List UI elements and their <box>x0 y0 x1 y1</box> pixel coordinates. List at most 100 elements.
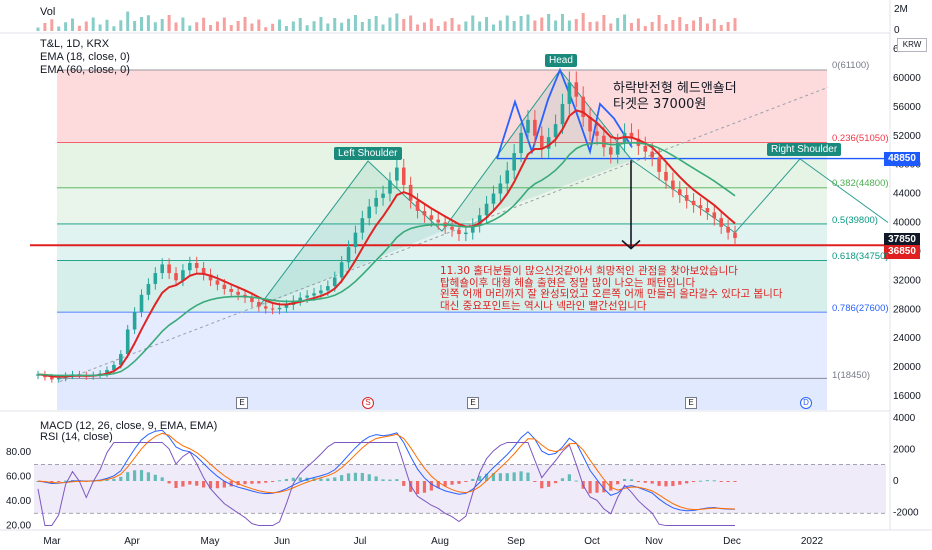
candle <box>215 274 220 291</box>
candle <box>719 210 723 234</box>
macd-histogram-bar <box>64 480 68 482</box>
candle-body <box>270 308 275 310</box>
macd-histogram-bar <box>395 479 399 481</box>
earnings-marker[interactable]: E <box>685 397 697 409</box>
volume-bar <box>457 24 461 31</box>
macd-histogram-bar <box>553 481 558 484</box>
candle-body <box>132 312 137 330</box>
volume-bar <box>153 22 157 31</box>
volume-bar <box>485 17 489 31</box>
candle <box>602 126 606 157</box>
candle-body <box>401 167 406 185</box>
fib-zone <box>57 142 827 188</box>
macd-histogram-bar <box>547 481 551 487</box>
head-wave <box>496 67 633 160</box>
candle <box>381 185 385 206</box>
macd-axis-tick: 2000 <box>893 445 916 456</box>
candle <box>664 163 668 189</box>
volume-bar <box>581 13 585 31</box>
x-axis-label: Oct <box>584 536 600 547</box>
macd-histogram-bar <box>381 479 385 481</box>
volume-bar <box>333 18 337 31</box>
volume-bar <box>160 19 164 31</box>
candle <box>553 114 558 147</box>
x-axis-label: 2022 <box>801 536 824 547</box>
candle <box>160 258 165 280</box>
candle <box>250 292 254 308</box>
right-shoulder-badge: Right Shoulder <box>767 143 842 156</box>
head-shoulders-outline <box>257 69 889 309</box>
candle-body <box>726 226 730 233</box>
candle-body <box>581 96 585 117</box>
macd-histogram-bar <box>133 470 137 481</box>
ema18-legend[interactable]: EMA (18, close, 0) <box>40 51 130 63</box>
annotation-body-line: 왼쪽 어깨 머리까지 잘 완성되었고 오른쪽 어깨 만들러 올라갈수 있다고 봅… <box>440 288 783 300</box>
macd-histogram-bar <box>567 474 571 481</box>
candle-body <box>553 124 558 138</box>
macd-histogram-bar <box>498 473 502 481</box>
symbol-legend[interactable]: T&L, 1D, KRX <box>40 38 110 50</box>
candle-body <box>684 195 689 201</box>
volume-bar <box>174 22 178 31</box>
earnings-marker[interactable]: E <box>236 397 248 409</box>
volume-axis-top: 2M <box>894 4 908 15</box>
volume-bar <box>657 15 661 31</box>
candle <box>236 286 240 301</box>
volume-bar <box>340 22 344 31</box>
macd-histogram-bar <box>512 472 516 481</box>
candle-body <box>167 264 171 274</box>
candle <box>477 207 482 233</box>
earnings-marker[interactable]: E <box>467 397 479 409</box>
volume-bar <box>236 21 240 31</box>
macd-histogram-bar <box>698 480 703 482</box>
candle-body <box>629 132 634 139</box>
candle-body <box>215 280 220 285</box>
candle <box>684 187 689 209</box>
volume-bar <box>643 26 647 31</box>
candle <box>498 175 503 202</box>
macd-legend[interactable]: MACD (12, 26, close, 9, EMA, EMA) <box>40 420 218 432</box>
fib-zone <box>57 260 827 313</box>
volume-bar <box>209 25 213 31</box>
price-axis-tick: 28000 <box>893 304 921 315</box>
macd-histogram-bar <box>229 481 233 487</box>
macd-histogram-bar <box>388 479 392 481</box>
ema60-legend[interactable]: EMA (60, close, 0) <box>40 64 130 76</box>
rsi-line <box>37 441 735 527</box>
dividend-marker[interactable]: D <box>800 397 812 409</box>
candle-body <box>470 225 475 233</box>
rsi-axis-tick: 80.00 <box>6 447 31 458</box>
macd-histogram-bar <box>705 480 709 482</box>
volume-bar <box>464 21 468 31</box>
macd-histogram-bar <box>208 481 213 489</box>
candle-body <box>360 218 365 233</box>
candle <box>167 258 171 280</box>
candle <box>125 324 130 359</box>
x-axis-label: Aug <box>431 536 449 547</box>
volume-bar <box>547 14 551 31</box>
fib-label: 0(61100) <box>832 60 870 71</box>
fib-label: 0.5(39800) <box>832 215 878 226</box>
rsi-legend[interactable]: RSI (14, close) <box>40 431 113 443</box>
volume-bar <box>505 15 509 31</box>
macd-histogram-bar <box>277 480 282 482</box>
volume-bar <box>271 23 275 31</box>
macd-histogram-bar <box>505 473 509 481</box>
macd-histogram-bar <box>678 481 682 485</box>
volume-bar <box>347 18 351 31</box>
ema18-line <box>37 109 736 378</box>
candle-body <box>733 232 737 239</box>
currency-badge[interactable]: KRW <box>897 38 927 52</box>
split-marker[interactable]: S <box>362 397 374 409</box>
candle-body <box>319 290 323 294</box>
price-axis-tick: 20000 <box>893 362 921 373</box>
candle <box>132 307 137 335</box>
volume-bar <box>119 20 123 31</box>
candle-body <box>650 151 654 158</box>
volume-bar <box>264 27 268 31</box>
volume-bar <box>243 17 247 31</box>
candle-body <box>381 193 385 198</box>
macd-line <box>37 429 736 512</box>
candle-body <box>346 247 351 263</box>
